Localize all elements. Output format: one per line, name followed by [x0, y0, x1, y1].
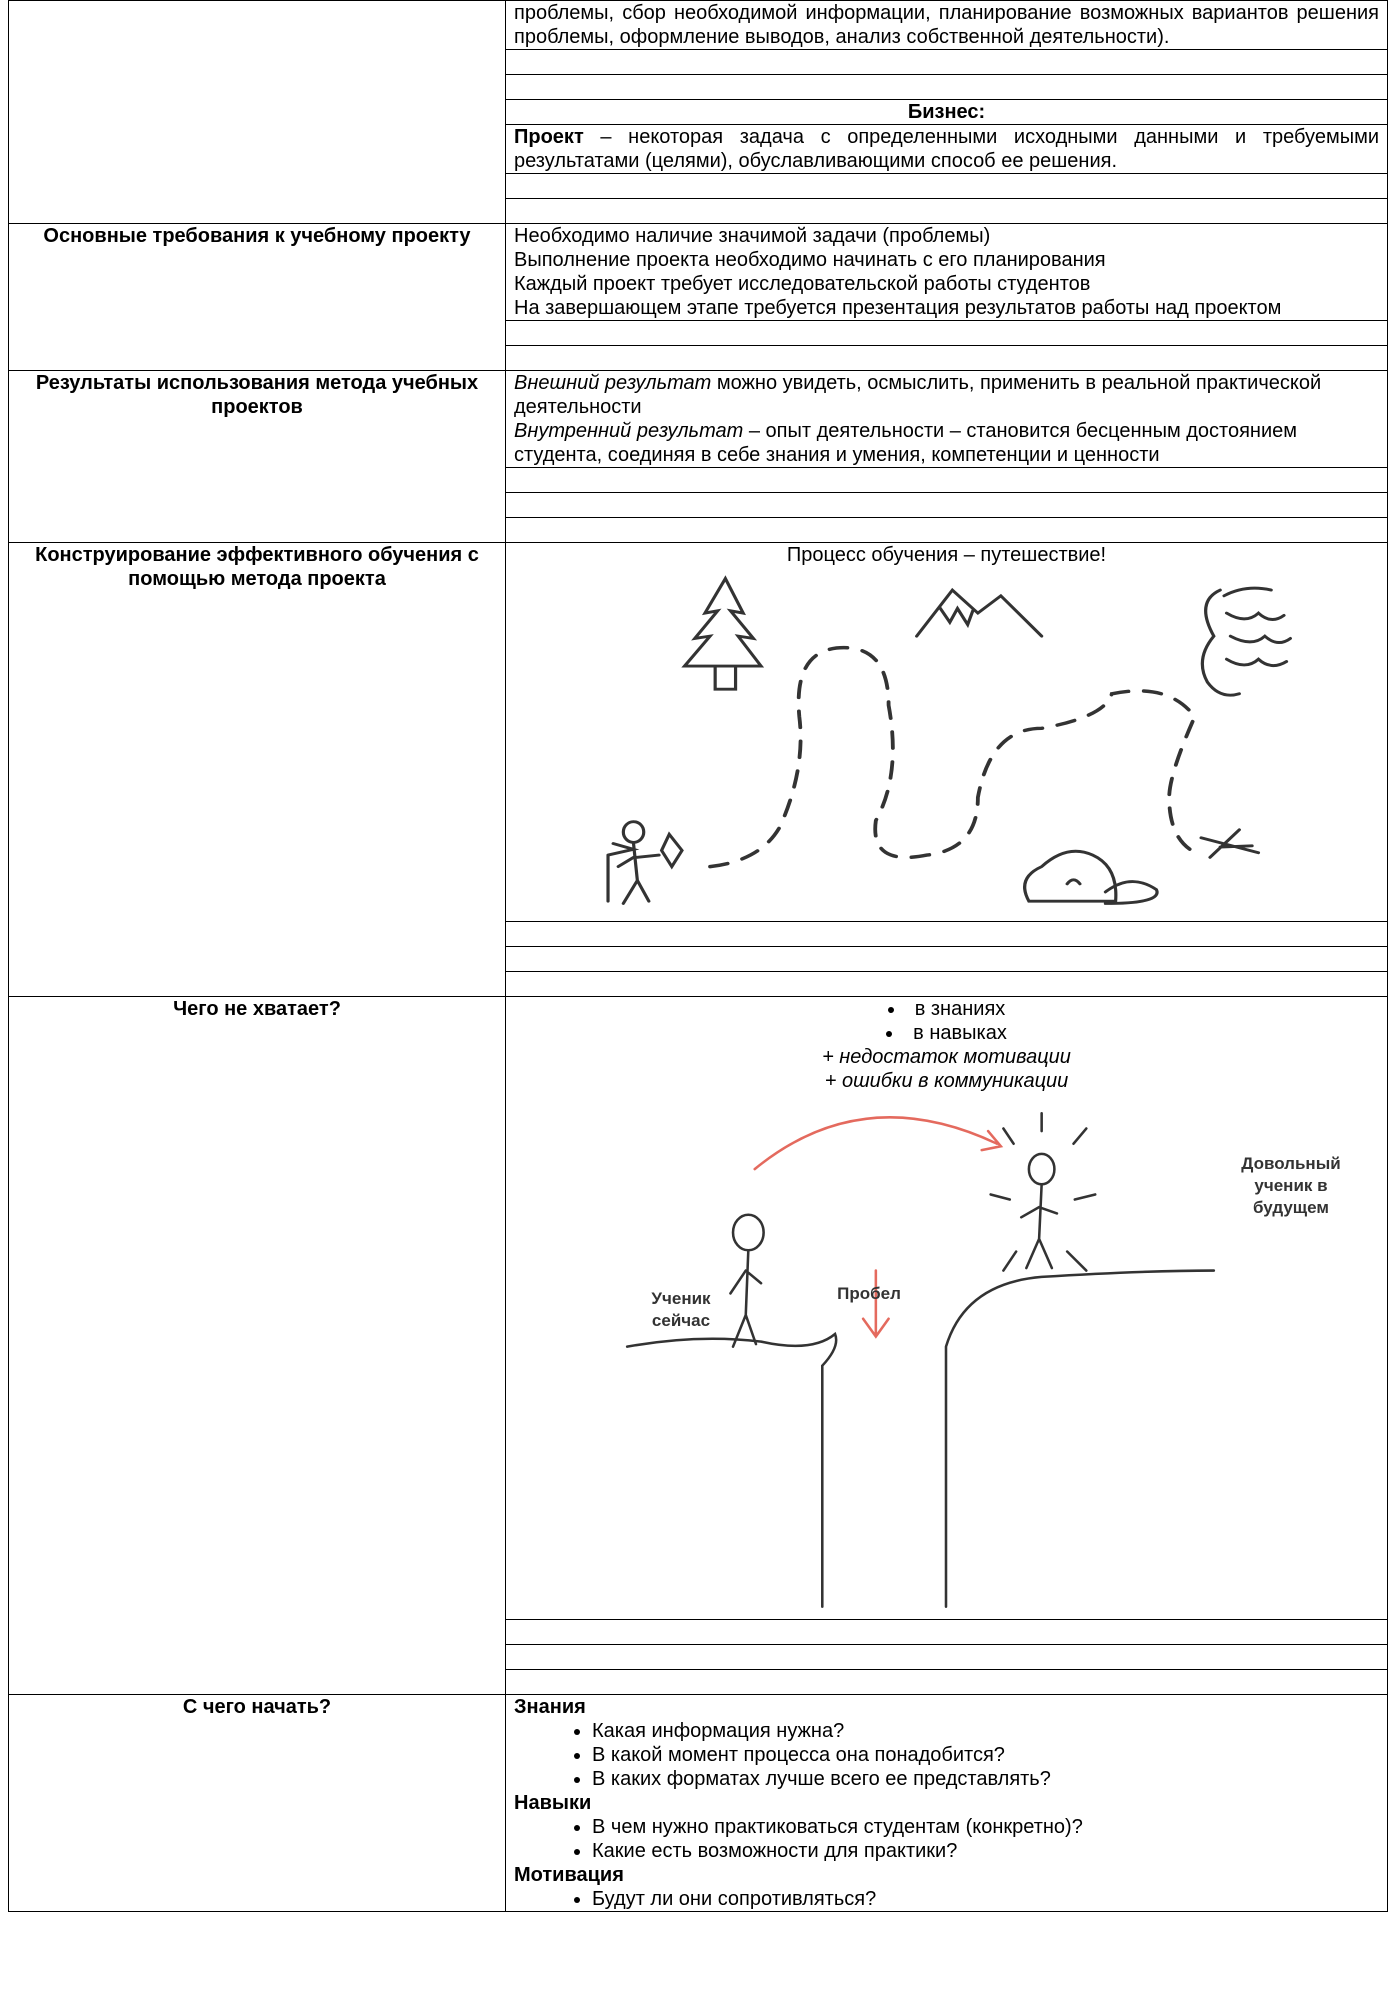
journey-sketch: [606, 575, 1292, 905]
label: Чего не хватает?: [8, 996, 506, 1695]
section-heading: Знания: [514, 1695, 1379, 1719]
sections: ЗнанияКакая информация нужна?В какой мом…: [505, 1694, 1388, 1912]
caption: Процесс обучения – путешествие!: [786, 544, 1107, 566]
term: Внутренний результат: [514, 420, 744, 442]
gap-cell: в знаниях в навыках + недостаток мотивац…: [505, 996, 1388, 1620]
heading: Бизнес:: [907, 101, 986, 123]
list: В чем нужно практиковаться студентам (ко…: [514, 1815, 1379, 1863]
item: На завершающем этапе требуется презентац…: [514, 297, 1282, 319]
journey-cell: Процесс обучения – путешествие!: [505, 542, 1388, 922]
label: С чего начать?: [8, 1694, 506, 1912]
definition: Проект – некоторая задача с определенным…: [505, 124, 1388, 174]
text: проблемы, сбор необходимой информации, п…: [505, 0, 1388, 50]
list: Какая информация нужна?В какой момент пр…: [514, 1719, 1379, 1791]
item: Каждый проект требует исследовательской …: [514, 273, 1091, 295]
bullet: в знаниях: [506, 997, 1387, 1021]
figure-label: Довольный ученик в будущем: [1241, 1154, 1341, 1217]
gap-sketch: [625, 1112, 1216, 1608]
figure-label: Пробел: [837, 1284, 901, 1303]
note: + ошибки в коммуникации: [824, 1070, 1069, 1092]
table: проблемы, сбор необходимой информации, п…: [8, 0, 1388, 1912]
heading: Знания: [514, 1696, 586, 1718]
section-heading: Навыки: [514, 1791, 1379, 1815]
item: Какая информация нужна?: [592, 1719, 1379, 1743]
results: Внешний результат можно увидеть, осмысли…: [505, 370, 1388, 468]
item: Какие есть возможности для практики?: [592, 1839, 1379, 1863]
label: Результаты использования метода учебных …: [8, 370, 506, 543]
text: можно увидеть, осмыслить, применить в ре…: [514, 372, 1322, 418]
item: В чем нужно практиковаться студентам (ко…: [592, 1815, 1379, 1839]
note: + недостаток мотивации: [822, 1046, 1071, 1068]
label-cell: [8, 0, 506, 224]
figure: Ученик сейчас Пробел Довольный ученик в …: [506, 1093, 1387, 1619]
figure-label: Ученик сейчас: [651, 1289, 711, 1330]
list: Будут ли они сопротивляться?: [514, 1887, 1379, 1911]
heading: Навыки: [514, 1792, 592, 1814]
heading: Мотивация: [514, 1864, 624, 1886]
bullet: в навыках: [506, 1021, 1387, 1045]
item: Необходимо наличие значимой задачи (проб…: [514, 225, 991, 247]
section-heading: Мотивация: [514, 1863, 1379, 1887]
text: – опыт деятельности – становится бесценн…: [514, 420, 1298, 466]
item: В какой момент процесса она понадобится?: [592, 1743, 1379, 1767]
label: Основные требования к учебному проекту: [8, 223, 506, 371]
term: Внешний результат: [514, 372, 712, 394]
item: В каких форматах лучше всего ее представ…: [592, 1767, 1379, 1791]
items: Необходимо наличие значимой задачи (проб…: [505, 223, 1388, 321]
label: Конструирование эффективного обучения с …: [8, 542, 506, 997]
text: – некоторая задача с определенными исход…: [514, 126, 1379, 172]
item: Будут ли они сопротивляться?: [592, 1887, 1379, 1911]
term: Проект: [514, 126, 584, 148]
item: Выполнение проекта необходимо начинать с…: [514, 249, 1106, 271]
